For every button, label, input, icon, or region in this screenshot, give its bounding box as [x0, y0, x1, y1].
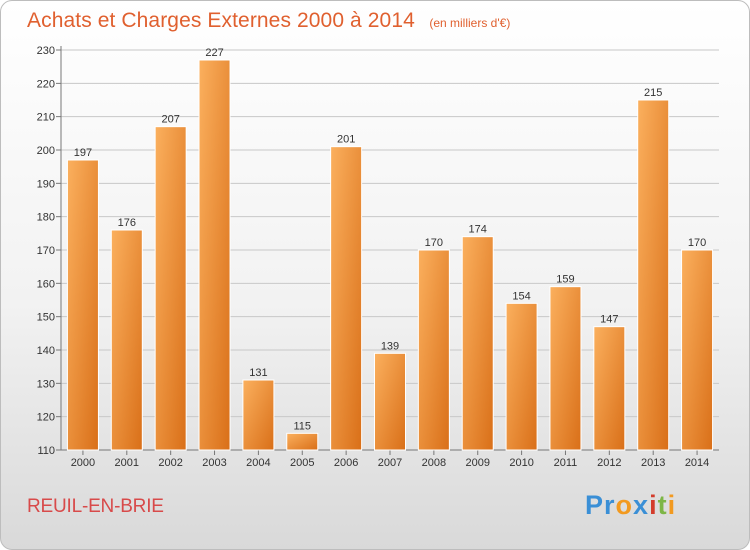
- data-label: 170: [425, 237, 443, 249]
- logo-part: t: [657, 490, 668, 520]
- x-tick-label: 2012: [597, 457, 621, 469]
- y-tick-label: 180: [37, 212, 55, 224]
- logo-part: o: [615, 490, 634, 520]
- data-label: 154: [512, 290, 530, 302]
- bar: [505, 302, 538, 451]
- y-tick-label: 210: [37, 112, 55, 124]
- x-tick-label: 2010: [509, 457, 533, 469]
- x-tick-label: 2013: [641, 457, 665, 469]
- bar: [242, 379, 275, 451]
- bar: [286, 432, 319, 451]
- x-tick-label: 2007: [378, 457, 402, 469]
- data-label: 170: [688, 237, 706, 249]
- x-tick-label: 2014: [685, 457, 709, 469]
- bar: [374, 352, 406, 451]
- bar: [110, 229, 143, 451]
- logo-part: Pr: [585, 490, 616, 520]
- proxiti-logo: Proxiti: [585, 490, 676, 521]
- x-tick-label: 2003: [202, 457, 226, 469]
- data-label: 174: [469, 224, 487, 236]
- bar: [154, 126, 187, 451]
- bar: [198, 59, 231, 451]
- y-tick-label: 170: [37, 245, 55, 257]
- y-tick-label: 110: [37, 445, 55, 457]
- x-tick-label: 2011: [554, 457, 578, 469]
- data-label: 201: [337, 134, 355, 146]
- y-tick-label: 190: [37, 178, 55, 190]
- data-label: 227: [205, 47, 223, 59]
- tick-labels: 110 120 130 140 150 160 170 180 190 200 210 220 230 2…: [37, 45, 710, 469]
- y-tick-label: 120: [37, 412, 55, 424]
- y-tick-label: 220: [37, 78, 55, 90]
- bars: [66, 59, 714, 451]
- data-label: 215: [644, 87, 662, 99]
- data-label: 207: [161, 114, 179, 126]
- city-name: REUIL-EN-BRIE: [27, 496, 164, 517]
- data-label: 159: [556, 274, 574, 286]
- bar: [417, 249, 450, 451]
- data-label: 197: [74, 147, 92, 159]
- chart-title: Achats et Charges Externes 2000 à 2014: [27, 9, 415, 32]
- y-tick-label: 130: [37, 378, 55, 390]
- bar: [461, 236, 494, 451]
- data-label: 176: [118, 217, 136, 229]
- x-tick-label: 2009: [465, 457, 489, 469]
- logo-part: x: [633, 490, 650, 520]
- x-tick-label: 2002: [158, 457, 182, 469]
- x-tick-label: 2001: [115, 457, 139, 469]
- data-labels: 197 176 207 227 131 115 201 139 170 174 154 159 147 2…: [74, 47, 706, 432]
- bar: [637, 99, 670, 451]
- bar: [549, 286, 582, 451]
- y-tick-label: 230: [37, 45, 55, 57]
- y-tick-label: 160: [37, 278, 55, 290]
- x-tick-label: 2005: [290, 457, 314, 469]
- y-tick-label: 200: [37, 145, 55, 157]
- x-tick-label: 2006: [334, 457, 358, 469]
- data-label: 139: [381, 340, 399, 352]
- y-tick-label: 150: [37, 312, 55, 324]
- bar: [330, 146, 363, 451]
- data-label: 147: [600, 314, 618, 326]
- bar: [681, 249, 714, 451]
- logo-part: i: [667, 490, 677, 520]
- bar: [66, 159, 99, 451]
- title-row: Achats et Charges Externes 2000 à 2014 (…: [27, 9, 510, 33]
- chart-subtitle: (en milliers d'€): [429, 16, 511, 30]
- x-tick-label: 2008: [422, 457, 446, 469]
- bar: [593, 326, 626, 451]
- data-label: 131: [249, 367, 267, 379]
- logo-part: i: [649, 490, 658, 520]
- x-tick-label: 2004: [246, 457, 270, 469]
- data-label: 115: [293, 420, 311, 432]
- x-tick-label: 2000: [71, 457, 95, 469]
- y-tick-label: 140: [37, 345, 55, 357]
